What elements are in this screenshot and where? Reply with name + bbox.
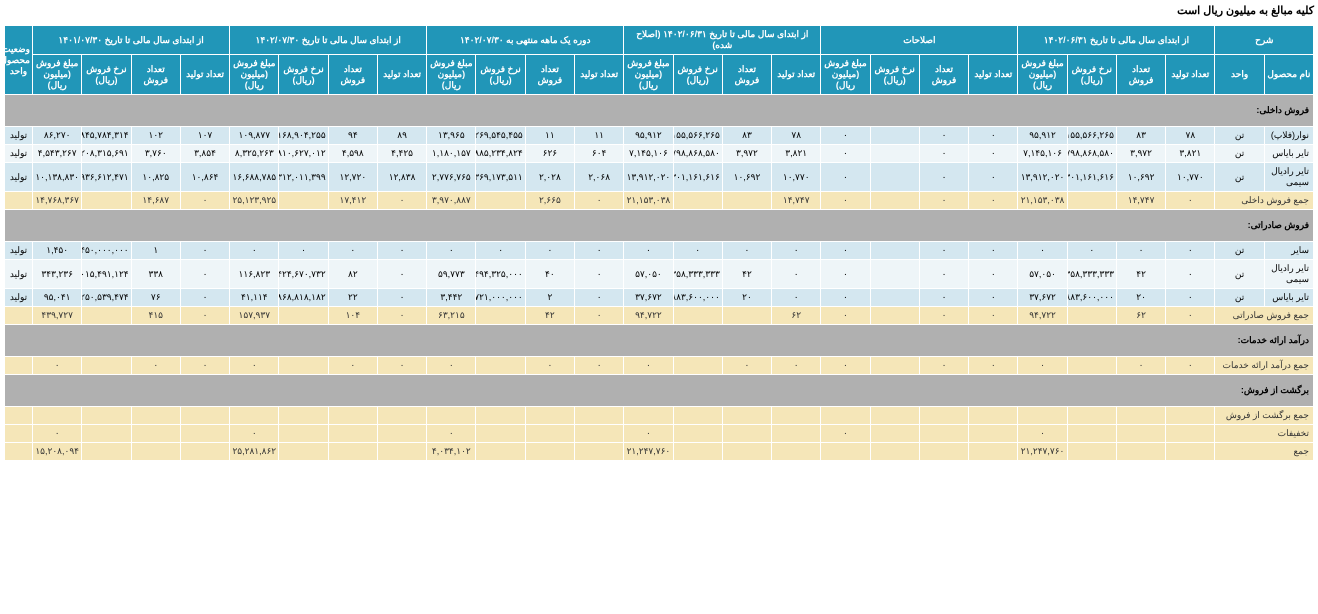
table-row: تایر رادیال سیمیتن۱۰,۷۷۰۱۰,۶۹۲۱,۳۰۱,۱۶۱,… [5, 163, 1314, 192]
table-row: تایر بایاستن۳,۸۲۱۳,۹۷۲۱,۷۹۸,۸۶۸,۵۸۰۷,۱۴۵… [5, 145, 1314, 163]
sub-sale: تعداد فروش [1116, 55, 1165, 95]
sum-row: جمع فروش صادراتی۰۶۲۹۴,۷۲۲۰۰۰۶۲۹۴,۷۲۲۰۴۲۶… [5, 307, 1314, 325]
page-title: کلیه مبالغ به میلیون ریال است [4, 4, 1314, 17]
header-row-groups: شرح از ابتدای سال مالی تا تاریخ ۱۴۰۲/۰۶/… [5, 26, 1314, 55]
financial-table: شرح از ابتدای سال مالی تا تاریخ ۱۴۰۲/۰۶/… [4, 25, 1314, 461]
footer-row: تخفیفات۰۰۰۰۰۰ [5, 425, 1314, 443]
sub-name: نام محصول [1264, 55, 1313, 95]
table-row: تایر بایاستن۰۲۰۱,۸۸۳,۶۰۰,۰۰۰۳۷,۶۷۲۰۰۰۰۲۰… [5, 289, 1314, 307]
sub-amount: مبلغ فروش (میلیون ریال) [1018, 55, 1067, 95]
hdr-ytd: از ابتدای سال مالی تا تاریخ ۱۴۰۲/۰۷/۳۰ [230, 26, 427, 55]
header-row-sub: نام محصول واحد تعداد تولید تعداد فروش نر… [5, 55, 1314, 95]
hdr-adj: اصلاحات [821, 26, 1018, 55]
sum-row: جمع برگشت از فروش [5, 407, 1314, 425]
section-header: برگشت از فروش: [5, 375, 1314, 407]
hdr-mo: دوره یک ماهه منتهی به ۱۴۰۲/۰۷/۳۰ [427, 26, 624, 55]
table-row: نوار(فلاپ)تن۷۸۸۳۱,۱۵۵,۵۶۶,۲۶۵۹۵,۹۱۲۰۰۰۷۸… [5, 127, 1314, 145]
hdr-py: از ابتدای سال مالی تا تاریخ ۱۴۰۱/۰۷/۳۰ [33, 26, 230, 55]
table-row: تایر رادیال سیمیتن۰۴۲۱,۳۵۸,۳۳۳,۳۳۳۵۷,۰۵۰… [5, 260, 1314, 289]
sub-prod: تعداد تولید [1166, 55, 1215, 95]
footer-row: جمع۲۱,۲۴۷,۷۶۰۲۱,۲۴۷,۷۶۰۴,۰۳۴,۱۰۲۲۵,۲۸۱,۸… [5, 443, 1314, 461]
hdr-desc: شرح [1215, 26, 1314, 55]
section-header: درآمد ارائه خدمات: [5, 325, 1314, 357]
section-header: فروش داخلی: [5, 95, 1314, 127]
sub-unit: واحد [1215, 55, 1264, 95]
sum-row: جمع فروش داخلی۰۱۴,۷۴۷۲۱,۱۵۳,۰۳۸۰۰۰۱۴,۷۴۷… [5, 192, 1314, 210]
hdr-p1: از ابتدای سال مالی تا تاریخ ۱۴۰۲/۰۶/۳۱ [1018, 26, 1215, 55]
hdr-status: وضعیت محصول-واحد [5, 26, 33, 95]
hdr-p1a: از ابتدای سال مالی تا تاریخ ۱۴۰۲/۰۶/۳۱ (… [624, 26, 821, 55]
table-row: سایرتن۰۰۰۰۰۰۰۰۰۰۰۰۰۰۰۰۰۰۰۰۱۱,۴۵۰,۰۰۰,۰۰۰… [5, 242, 1314, 260]
section-header: فروش صادراتی: [5, 210, 1314, 242]
sub-rate: نرخ فروش (ریال) [1067, 55, 1116, 95]
sum-row: جمع درآمد ارائه خدمات۰۰۰۰۰۰۰۰۰۰۰۰۰۰۰۰۰۰ [5, 357, 1314, 375]
